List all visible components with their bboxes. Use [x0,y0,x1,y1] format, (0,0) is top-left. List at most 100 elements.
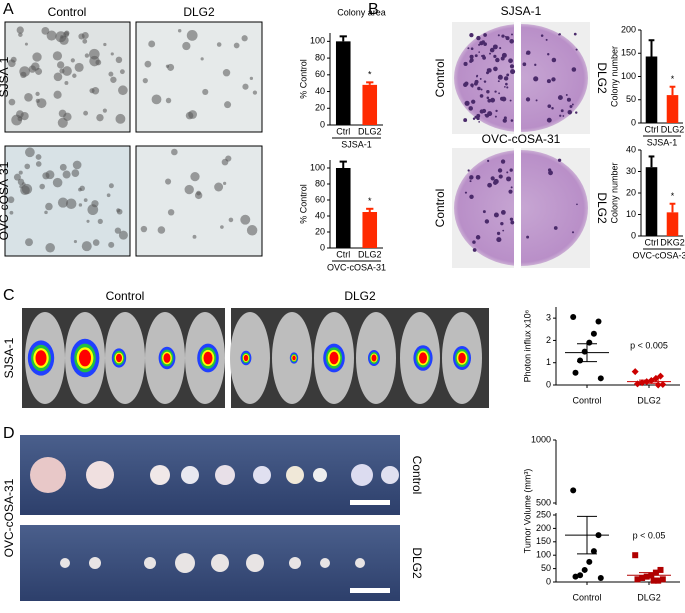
annotation: * [671,74,675,84]
cell-cluster [83,198,88,203]
cell-cluster [53,72,63,82]
colony [526,235,530,239]
colony [509,39,514,44]
group-label: SJSA-1 [647,137,678,147]
colony [493,45,496,48]
colony [558,33,561,36]
y-tick-label: 1000 [531,434,551,444]
bar [362,84,378,125]
colony [493,212,499,218]
cell-cluster [185,111,194,120]
x-tick-label: DLG2 [661,124,685,134]
cell-cluster [106,193,111,198]
data-point [659,381,667,389]
y-axis-label: Colony number [609,46,619,107]
cell-cluster [42,172,50,180]
y-tick-label: 0 [631,117,636,127]
cell-cluster [110,52,114,56]
colony [497,34,500,37]
cell-cluster [21,182,26,187]
bar [666,212,679,236]
x-tick-label: DKG2 [660,237,685,247]
colony [484,219,490,224]
colony [490,176,495,181]
cell-cluster [115,56,123,64]
colony [498,174,503,179]
tumor [215,465,235,485]
bar [335,168,351,248]
signal [329,351,339,365]
panel-label: C [3,287,15,304]
tumor [320,558,330,568]
row-label: Control [433,59,447,98]
cell-cluster [103,42,107,47]
y-tick-label: 0 [631,230,636,240]
cell-cluster [62,170,71,179]
data-point [577,357,584,364]
data-point [597,375,604,382]
cell-cluster [118,230,128,240]
data-point [655,577,662,584]
colony [472,240,476,244]
cell-cluster [223,181,227,185]
cell-cluster [73,239,78,244]
y-tick-label: 20 [315,103,325,113]
colony [469,54,474,59]
tumor [60,558,70,568]
tumor [286,466,304,484]
colony [509,168,513,172]
y-tick-label: 100 [621,71,636,81]
cell-cluster [242,83,249,90]
y-tick-label: 40 [315,86,325,96]
cell-cluster [19,184,23,189]
data-point [659,576,666,583]
colony [551,77,556,82]
colony [506,171,509,174]
colony [476,116,480,121]
colony [472,117,476,121]
x-tick-label: DLG2 [358,126,382,136]
colony [510,119,514,122]
y-tick-label: 80 [315,178,325,188]
cell-cluster [62,66,72,76]
cell-cluster [86,219,90,223]
y-tick-label: 100 [536,550,551,560]
colony [559,114,562,117]
x-tick-label: DLG2 [358,249,382,259]
colony [487,159,490,163]
data-point [590,548,597,555]
colony [497,168,503,173]
cell-cluster [246,225,258,236]
cell-cluster [83,110,89,116]
colony [545,38,548,41]
y-tick-label: 250 [536,509,551,519]
cell-cluster [108,71,114,77]
cell-cluster [52,51,63,61]
cell-cluster [35,154,42,160]
cell-cluster [74,62,84,72]
colony [467,47,470,50]
cell-cluster [20,71,27,79]
colony [468,106,473,111]
cell-cluster [116,208,121,213]
colony [495,57,500,63]
y-tick-label: 40 [626,144,636,154]
tumor [211,554,229,572]
colony [469,180,472,183]
y-axis-label: % Control [298,59,308,99]
tumor [144,557,156,569]
tumor [313,468,327,482]
colony [483,42,487,46]
cell-cluster [25,238,33,247]
signal [243,354,249,362]
colony [565,93,568,96]
cell-cluster [70,58,75,63]
colony [478,121,480,123]
signal [371,354,377,362]
colony [508,58,513,64]
colony [486,90,490,94]
colony [476,35,481,41]
y-tick-label: 0 [546,379,551,389]
x-tick-label: Ctrl [645,124,659,134]
colony [496,231,501,236]
